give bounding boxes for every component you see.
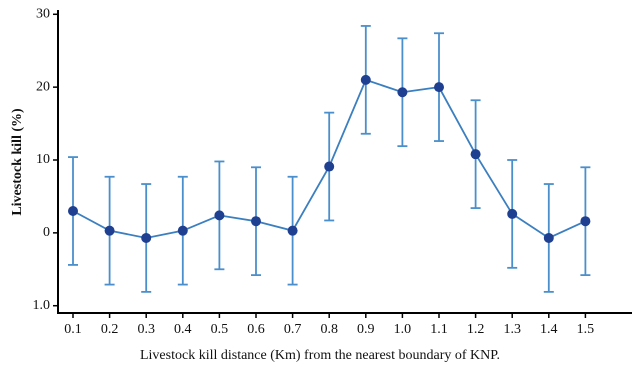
x-tick-label: 1.2 [467,322,485,337]
y-tick-label: 0 [43,225,50,240]
point [360,74,371,85]
y-axis-label: Livestock kill (%) [10,108,25,216]
x-tick-label: 0.1 [64,322,82,337]
x-tick-label: 0.7 [284,322,302,337]
x-tick-label: 0.4 [174,322,192,337]
x-tick-label: 1.5 [577,322,595,337]
point [214,210,225,221]
x-tick-label: 0.8 [320,322,338,337]
point [141,232,152,243]
point [177,225,188,236]
x-tick-label: 1.4 [540,322,558,337]
x-tick-label: 0.3 [137,322,155,337]
point [507,208,518,219]
x-tick-label: 0.2 [101,322,119,337]
y-tick-label: 20 [36,79,50,94]
x-tick-label: 0.6 [247,322,265,337]
y-tick-label: 30 [36,7,50,22]
point [580,216,591,227]
x-tick-label: 1.0 [394,322,412,337]
point [397,87,408,98]
point [543,232,554,243]
point [251,216,261,227]
point [104,225,115,236]
point [68,206,78,216]
point [470,149,481,160]
point [324,161,335,172]
x-tick-label: 1.3 [503,322,521,337]
x-tick-label: 0.9 [357,322,375,337]
x-axis-label: Livestock kill distance (Km) from the ne… [140,348,500,363]
x-tick-label: 0.5 [211,322,229,337]
point [287,225,298,236]
y-tick-label: 10 [36,152,50,167]
y-tick-label: 1.0 [33,298,51,313]
point [434,82,444,93]
x-tick-label: 1.1 [430,322,448,337]
